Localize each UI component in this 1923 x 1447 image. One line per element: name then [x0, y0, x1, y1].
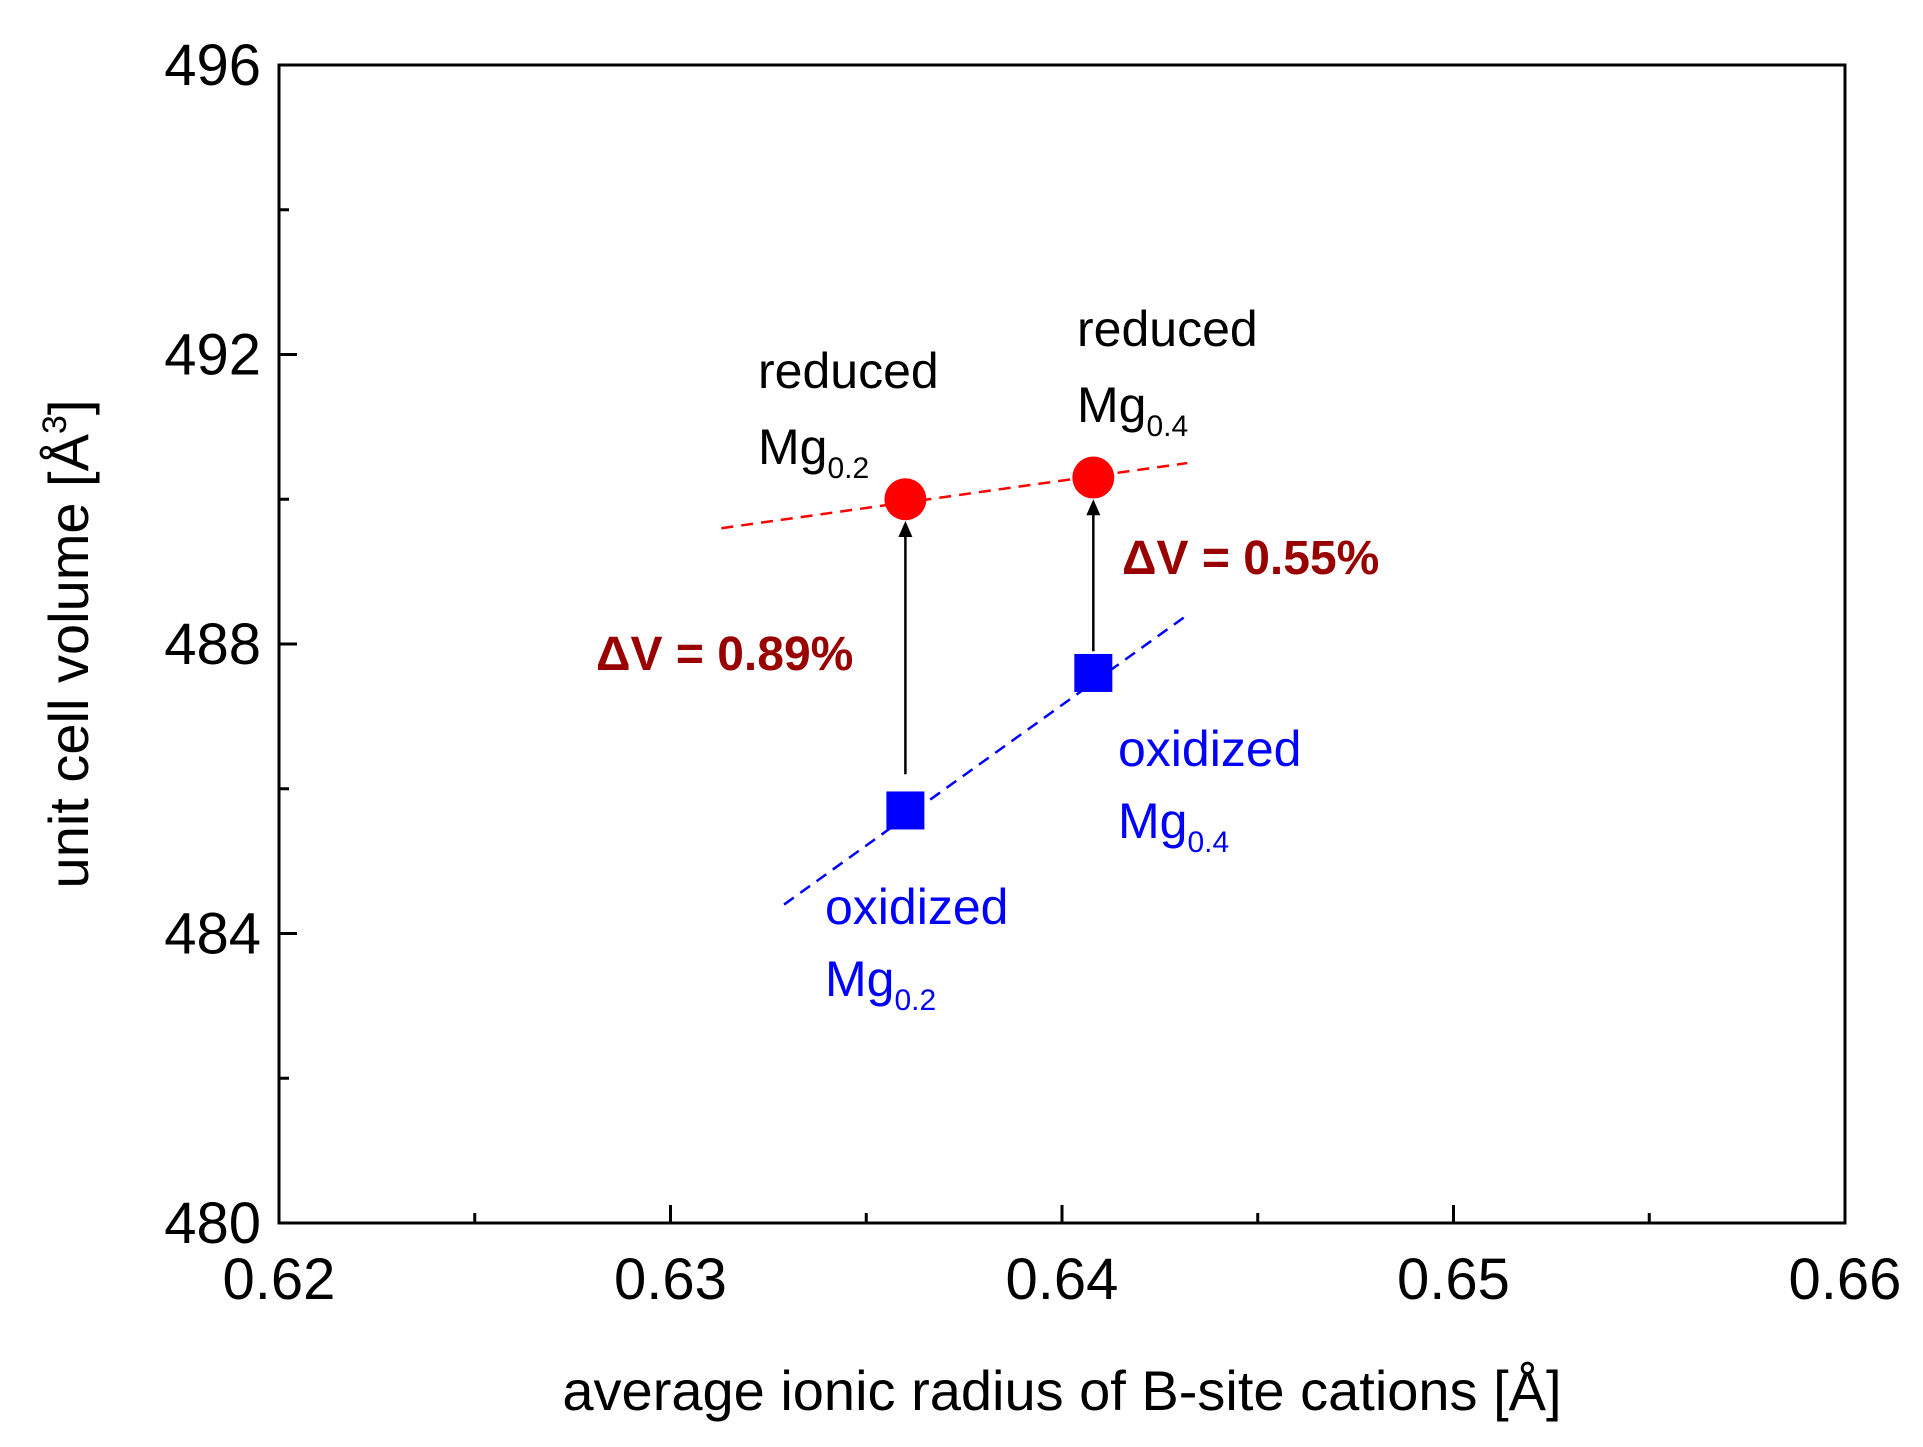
x-tick-label: 0.66: [1789, 1247, 1902, 1312]
reduced-point: [1072, 456, 1115, 499]
volume-change-arrows: [898, 499, 1101, 775]
y-axis-title: unit cell volume [Å3]: [36, 400, 100, 889]
arrow-head: [1086, 499, 1101, 516]
oxidized-fit-line: [783, 614, 1189, 906]
label-oxidized-mg04: oxidized Mg0.4: [1118, 721, 1315, 859]
x-axis-title: average ionic radius of B-site cations […: [562, 1359, 1561, 1422]
y-axis-title-superscript: 3: [36, 415, 74, 434]
y-tick-label: 480: [164, 1191, 261, 1256]
y-axis-title-end: ]: [37, 400, 100, 416]
label-reduced-mg04: reduced Mg0.4: [1077, 301, 1272, 443]
label-oxidized-mg02: oxidized Mg0.2: [825, 879, 1022, 1017]
fit-lines: [721, 461, 1189, 906]
y-axis-ticks: 480 484 488 492 496: [164, 33, 297, 1256]
data-markers: [884, 456, 1115, 830]
oxidized-point: [1074, 653, 1113, 692]
x-tick-label: 0.65: [1397, 1247, 1510, 1312]
reduced-point: [884, 478, 927, 521]
x-tick-label: 0.63: [614, 1247, 727, 1312]
x-tick-label: 0.64: [1006, 1247, 1119, 1312]
arrow-head: [898, 520, 913, 537]
label-delta-v-mg02: ΔV = 0.89%: [596, 628, 853, 681]
y-axis-title-main: unit cell volume [Å: [37, 433, 100, 888]
oxidized-point: [886, 791, 925, 830]
y-tick-label: 496: [164, 33, 261, 98]
label-reduced-mg02: reduced Mg0.2: [758, 343, 953, 485]
label-delta-v-mg04: ΔV = 0.55%: [1122, 532, 1379, 585]
plot-frame: [277, 63, 1847, 1225]
y-tick-label: 492: [164, 323, 261, 388]
y-tick-label: 488: [164, 612, 261, 677]
x-tick-label: 0.62: [223, 1247, 336, 1312]
x-axis-ticks: 0.62 0.63 0.64 0.65 0.66: [223, 1205, 1902, 1312]
y-tick-label: 484: [164, 902, 261, 967]
